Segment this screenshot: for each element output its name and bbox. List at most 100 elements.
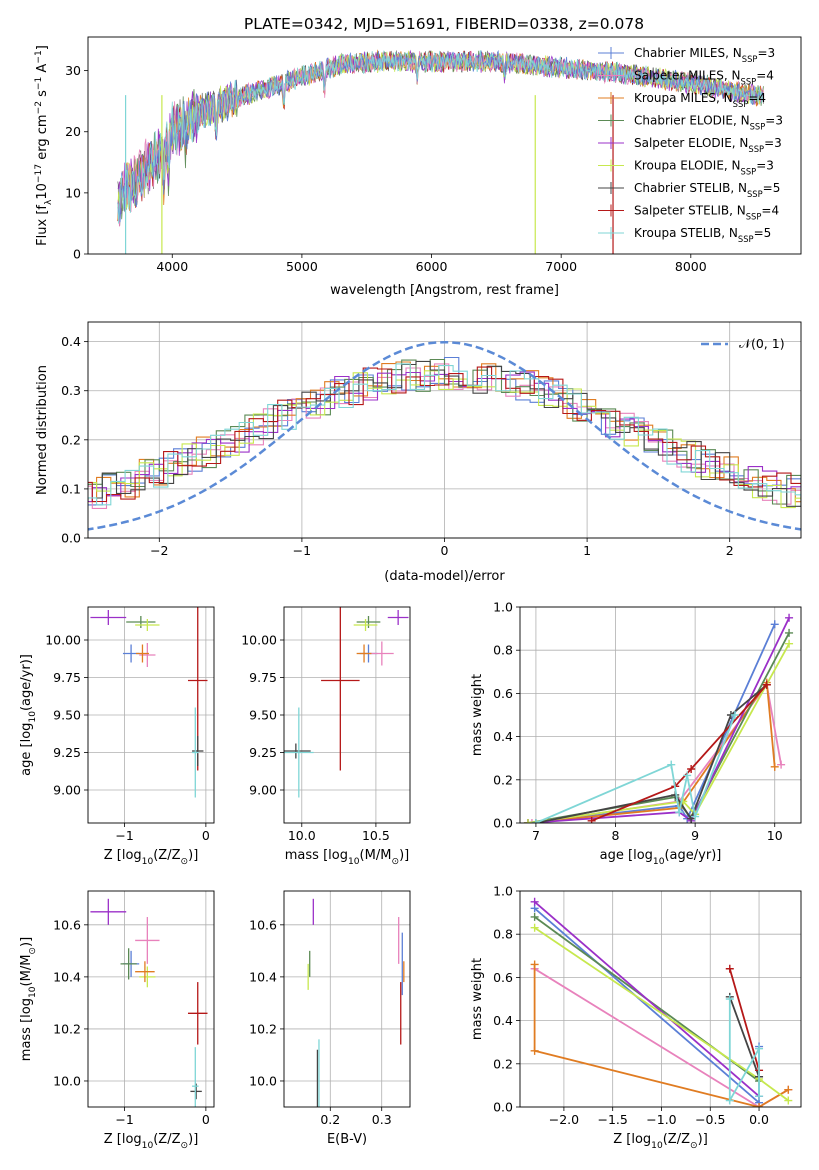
x-tick-label: −1 xyxy=(115,828,133,843)
series-marker-kroupa_stelib xyxy=(725,1096,734,1105)
series-marker-kroupa_stelib xyxy=(667,760,676,769)
series-line-kroupa_elodie xyxy=(527,643,790,823)
y-tick-label: 10.0 xyxy=(249,1073,277,1088)
legend-label-chabrier_stelib: Chabrier STELIB, NSSP=5 xyxy=(634,181,780,199)
series-marker-salpeter_elodie xyxy=(785,613,794,622)
histogram-salpeter_stelib xyxy=(88,366,801,503)
y-axis-label: mass weight xyxy=(470,674,485,756)
y-tick-label: 10.6 xyxy=(249,917,277,932)
y-tick-label: 9.25 xyxy=(53,745,81,760)
series-line-salpeter_elodie xyxy=(527,617,790,823)
y-tick-label: 0.0 xyxy=(493,816,513,831)
x-tick-label: 0.0 xyxy=(749,1112,769,1127)
series-marker-kroupa_stelib xyxy=(683,771,692,780)
y-tick-label: 0.8 xyxy=(493,927,513,942)
x-tick-label: 0.3 xyxy=(372,1112,392,1127)
y-tick-label: 0.6 xyxy=(493,686,513,701)
x-axis-label: age [log10(age/yr)] xyxy=(600,848,722,867)
y-tick-label: 9.75 xyxy=(53,670,81,685)
gaussian-curve xyxy=(88,340,801,531)
x-tick-label: 10 xyxy=(767,828,783,843)
chart-ebv_mass: 0.2 0.3 10.0 10.2 10.4 10.6 E(B-V) xyxy=(249,890,411,1147)
y-tick-label: 10.4 xyxy=(53,969,81,984)
x-tick-label: 8 xyxy=(612,828,620,843)
y-tick-label: 10 xyxy=(65,185,81,200)
series-marker-kroupa_miles xyxy=(530,1046,539,1055)
x-axis-label: E(B-V) xyxy=(327,1132,367,1147)
x-tick-label: −1.5 xyxy=(598,1112,628,1127)
y-tick-label: 9.00 xyxy=(53,783,81,798)
series-marker-chabrier_elodie xyxy=(530,912,539,921)
series-line-salpeter_stelib xyxy=(728,968,760,1071)
y-tick-label: 1.0 xyxy=(493,600,513,615)
x-tick-label: 10.5 xyxy=(362,828,390,843)
series-line-salpeter_elodie xyxy=(534,901,760,1097)
grid-ebv_mass xyxy=(284,891,410,1107)
grid-z_age xyxy=(88,607,214,823)
y-axis-label: mass weight xyxy=(470,958,485,1040)
x-axis-label: (data-model)/error xyxy=(384,569,505,584)
y-tick-label: 0.8 xyxy=(493,643,513,658)
x-tick-label: −0.5 xyxy=(695,1112,725,1127)
y-tick-label: 0.2 xyxy=(61,432,81,447)
histogram-kroupa_miles xyxy=(88,361,801,503)
series-marker-kroupa_miles xyxy=(530,960,539,969)
y-tick-label: 30 xyxy=(65,63,81,78)
series-line-salpeter_stelib xyxy=(591,684,768,822)
legend-label-salpeter_miles: Salpeter MILES, NSSP=4 xyxy=(634,69,774,87)
series-marker-kroupa_stelib xyxy=(725,995,734,1003)
series-line-chabrier_stelib xyxy=(535,684,768,823)
y-tick-label: 0.2 xyxy=(493,772,513,787)
y-tick-label: 10.2 xyxy=(53,1021,81,1036)
y-tick-label: 0.4 xyxy=(493,729,513,744)
spectrum-line-kroupa_stelib xyxy=(117,50,764,224)
axes-frame xyxy=(87,890,215,1108)
series-marker-kroupa_stelib xyxy=(755,1044,764,1053)
chart-z_age: −1 0 9.00 9.25 9.50 9.75 10.00 Z [log10(Z/Z⊙)] a… xyxy=(19,606,215,867)
chart-age_weight: 7 8 9 10 0.0 0.2 0.4 0.6 0.8 1.0 age [log10(age/yr… xyxy=(470,600,802,867)
grid-residuals xyxy=(88,322,801,539)
plot-area-age_weight xyxy=(523,613,794,823)
y-tick-label: 9.25 xyxy=(249,745,277,760)
y-tick-label: 10.4 xyxy=(249,969,277,984)
x-tick-label: −1.0 xyxy=(646,1112,676,1127)
plot-area-z_age xyxy=(90,607,208,798)
chart-z_mass: −1 0 10.0 10.2 10.4 10.6 Z [log10(Z/Z⊙)] mass [… xyxy=(19,890,215,1151)
y-axis-label: Flux [fλ10−17 erg cm−2 s−1 A−1] xyxy=(34,45,54,246)
series-marker-kroupa_miles xyxy=(770,762,779,771)
y-tick-label: 0.1 xyxy=(61,481,81,496)
y-tick-label: 1.0 xyxy=(493,884,513,899)
series-marker-kroupa_miles xyxy=(755,1103,764,1107)
x-tick-label: −2.0 xyxy=(549,1112,579,1127)
y-tick-label: 0.6 xyxy=(493,970,513,985)
series-marker-kroupa_stelib xyxy=(675,808,684,817)
figure-title: PLATE=0342, MJD=51691, FIBERID=0338, z=0… xyxy=(244,15,644,33)
series-marker-kroupa_elodie xyxy=(523,819,532,823)
plot-area-residuals xyxy=(88,340,801,531)
x-axis-label: mass [log10(M/M⊙)] xyxy=(285,848,409,867)
chart-mass_age: 10.0 10.5 9.00 9.25 9.50 9.75 10.00 mass [log10… xyxy=(241,606,411,867)
y-tick-label: 0.4 xyxy=(61,334,81,349)
x-tick-label: 7000 xyxy=(545,259,577,274)
legend-label-salpeter_elodie: Salpeter ELODIE, NSSP=3 xyxy=(634,136,782,154)
axes-frame xyxy=(519,606,802,824)
series-marker-kroupa_elodie xyxy=(784,1096,793,1105)
grid-age_weight xyxy=(520,606,801,824)
histogram-kroupa_stelib xyxy=(88,363,801,506)
series-line-chabrier_stelib xyxy=(728,996,760,1078)
series-marker-kroupa_elodie xyxy=(785,639,794,648)
plot-area-z_weight xyxy=(530,897,793,1107)
plot-area-z_mass xyxy=(90,898,208,1107)
series-marker-salpeter_miles xyxy=(777,760,786,769)
y-tick-label: 0.3 xyxy=(61,383,81,398)
series-line-kroupa_stelib xyxy=(535,714,736,823)
series-line-kroupa_miles xyxy=(533,964,789,1107)
plot-area-mass_age xyxy=(284,607,409,798)
series-marker-salpeter_stelib xyxy=(725,964,734,973)
series-line-chabrier_miles xyxy=(534,907,760,1105)
legend-label-kroupa_stelib: Kroupa STELIB, NSSP=5 xyxy=(634,226,771,244)
plot-area-ebv_mass xyxy=(307,898,405,1107)
legend-label-salpeter_stelib: Salpeter STELIB, NSSP=4 xyxy=(634,204,779,222)
chart-spectrum: 4000 5000 6000 7000 8000 0 10 20 30 wavelength [A… xyxy=(34,36,802,298)
